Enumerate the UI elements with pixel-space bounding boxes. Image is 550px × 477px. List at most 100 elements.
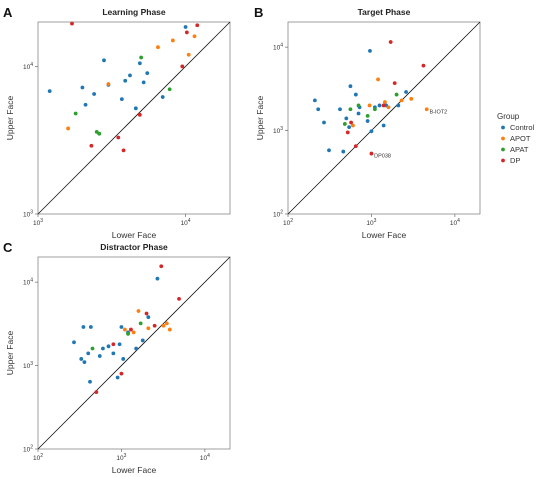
point-control: [79, 357, 84, 361]
point-control: [312, 98, 317, 103]
y-tick-label: 103: [23, 210, 33, 219]
point-dp: [137, 112, 142, 117]
point-control: [134, 346, 139, 351]
point-apot: [156, 45, 160, 50]
point-apat: [139, 55, 144, 60]
point-apot: [386, 105, 391, 110]
y-axis-label: Upper Face: [255, 96, 265, 141]
point-apat: [73, 111, 78, 116]
point-apot: [170, 38, 175, 43]
x-axis-label: Lower Face: [112, 465, 157, 475]
point-dp: [111, 342, 116, 347]
point-control: [88, 379, 92, 384]
point-dp: [119, 371, 124, 376]
panel-c: C Distractor Phase 102 103 104 102 103 104 Lower…: [3, 240, 231, 475]
point-control: [327, 148, 331, 153]
point-control: [365, 119, 370, 123]
point-control: [137, 61, 142, 66]
legend-marker-apot: [501, 136, 505, 141]
x-tick-label: 104: [200, 453, 210, 462]
identity-line: [287, 21, 481, 215]
point-apot: [146, 326, 151, 331]
plot-frame: [37, 21, 231, 215]
point-dp: [129, 327, 133, 332]
y-tick-label: 102: [273, 210, 283, 219]
x-tick-label: 103: [116, 453, 126, 462]
point-apat: [126, 331, 130, 336]
point-apot: [131, 330, 136, 335]
point-apot: [164, 321, 169, 326]
y-tick-label: 104: [23, 278, 33, 287]
point-dp: [89, 143, 94, 148]
point-dp: [392, 81, 397, 86]
legend-item-apot: APOT: [510, 134, 531, 143]
point-control: [381, 123, 386, 128]
point-control: [115, 375, 120, 380]
point-apot: [351, 123, 355, 128]
x-axis-label: Lower Face: [362, 230, 407, 240]
x-tick-label: 102: [33, 453, 43, 462]
point-control: [81, 325, 86, 329]
legend-title: Group: [497, 112, 520, 121]
point-control: [356, 111, 361, 116]
point-control: [353, 92, 358, 97]
point-apot: [399, 98, 404, 103]
point-apat: [394, 92, 399, 97]
x-tick-label: 103: [33, 218, 43, 227]
point-control: [404, 90, 408, 94]
point-dp: [195, 23, 200, 28]
point-apot: [376, 77, 380, 82]
legend-marker-apat: [501, 147, 505, 152]
point-control: [316, 107, 321, 112]
point-apot: [136, 309, 141, 313]
legend-item-dp: DP: [510, 156, 520, 165]
legend-item-apat: APAT: [510, 145, 529, 154]
point-control: [101, 346, 105, 351]
panel-letter: A: [3, 5, 13, 20]
x-axis-label: Lower Face: [112, 230, 157, 240]
panel-title: Learning Phase: [102, 7, 166, 17]
point-dp: [180, 64, 185, 69]
point-apot: [192, 34, 197, 39]
point-control: [119, 325, 124, 329]
point-control: [133, 106, 138, 111]
point-control: [86, 351, 91, 356]
point-control: [83, 102, 88, 107]
point-apot: [409, 96, 414, 101]
point-apot: [186, 52, 191, 57]
point-apat: [167, 87, 172, 92]
point-apat: [356, 103, 361, 108]
x-tick-label: 104: [450, 218, 460, 227]
point-control: [347, 125, 352, 130]
point-control: [121, 357, 126, 361]
point-control: [111, 351, 116, 356]
point-dp: [353, 144, 358, 149]
point-control: [141, 80, 146, 85]
point-control: [155, 276, 160, 281]
point-control: [146, 315, 151, 320]
point-control: [92, 92, 97, 96]
point-apot: [424, 107, 429, 112]
point-apot: [122, 327, 127, 332]
point-control: [82, 360, 87, 365]
y-tick-label: 103: [23, 361, 33, 370]
point-control: [183, 25, 188, 29]
point-control: [160, 95, 165, 99]
point-apat: [97, 131, 102, 136]
point-dp: [349, 120, 353, 125]
point-dp: [159, 264, 164, 269]
legend-marker-control: [501, 125, 505, 130]
point-dp: [94, 390, 99, 395]
point-dp: [177, 296, 181, 301]
panel-title: Target Phase: [358, 7, 411, 17]
point-control: [344, 116, 349, 121]
point-apat: [90, 346, 95, 351]
point-dp: [121, 148, 126, 153]
point-control: [72, 340, 76, 345]
panel-b: B Target Phase 102 103 104 102 103 104 Lower Fac…: [254, 5, 481, 240]
point-dp: [116, 135, 121, 140]
panel-a: A Learning Phase 103 104 103 104 Lower Face Upp…: [3, 5, 231, 240]
point-control: [396, 103, 401, 108]
point-control: [377, 103, 382, 108]
